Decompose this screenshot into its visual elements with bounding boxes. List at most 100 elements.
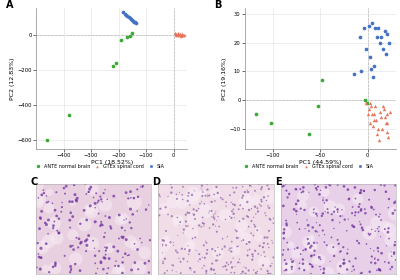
Point — [176, 190, 183, 195]
Point — [256, 244, 263, 248]
Point — [190, 192, 196, 196]
Point — [142, 261, 148, 265]
Point — [95, 211, 102, 216]
Point — [299, 203, 305, 208]
Point — [147, 238, 153, 242]
Point — [100, 191, 107, 195]
Point — [235, 244, 241, 249]
Point — [127, 16, 133, 20]
Point — [68, 268, 74, 272]
Point — [191, 213, 197, 217]
Point — [392, 208, 398, 213]
Point — [204, 187, 211, 192]
Point — [301, 268, 308, 272]
Point — [216, 224, 222, 229]
Point — [230, 211, 237, 216]
Point — [374, 268, 380, 272]
Point — [238, 223, 245, 227]
Point — [38, 216, 44, 221]
Point — [240, 270, 246, 274]
Point — [265, 271, 271, 276]
Point — [375, 246, 381, 250]
Point — [179, 193, 185, 197]
Point — [255, 209, 261, 214]
Point — [388, 249, 394, 254]
Point — [204, 182, 210, 187]
Point — [334, 183, 341, 187]
Point — [344, 228, 350, 233]
Point — [68, 267, 74, 271]
Point — [172, 31, 178, 36]
Point — [379, 127, 385, 131]
Point — [324, 243, 330, 248]
Point — [265, 194, 271, 199]
Point — [371, 64, 378, 68]
Point — [206, 226, 213, 230]
Point — [366, 55, 373, 59]
Point — [390, 250, 397, 254]
Point — [258, 197, 264, 202]
Point — [192, 217, 198, 221]
Point — [375, 26, 381, 31]
Point — [234, 236, 240, 240]
Point — [258, 187, 264, 192]
Point — [86, 207, 93, 212]
Point — [391, 200, 398, 205]
Point — [270, 255, 277, 260]
Point — [83, 249, 89, 253]
Point — [386, 227, 393, 232]
Point — [389, 265, 395, 269]
Point — [120, 234, 127, 239]
Point — [188, 242, 194, 247]
Point — [194, 208, 200, 213]
Point — [174, 219, 181, 223]
Point — [281, 236, 287, 241]
Point — [384, 129, 391, 134]
Point — [258, 267, 264, 271]
Point — [314, 230, 321, 234]
Point — [214, 253, 220, 258]
Point — [172, 32, 179, 36]
Point — [298, 206, 304, 211]
Point — [184, 211, 191, 215]
Point — [227, 246, 233, 251]
Point — [246, 208, 252, 212]
Point — [311, 253, 317, 257]
Point — [66, 199, 73, 204]
Point — [316, 223, 323, 227]
Point — [189, 236, 196, 241]
Point — [260, 245, 266, 249]
Point — [37, 215, 44, 220]
Point — [39, 245, 46, 249]
Point — [38, 246, 44, 251]
Point — [52, 262, 59, 266]
Text: D: D — [152, 177, 160, 186]
Point — [115, 264, 122, 268]
Point — [293, 187, 299, 192]
Point — [129, 31, 136, 36]
Point — [352, 196, 359, 201]
Point — [127, 189, 134, 194]
Point — [156, 213, 163, 218]
Point — [369, 112, 376, 117]
Point — [323, 185, 329, 190]
Point — [198, 186, 204, 190]
Point — [128, 196, 134, 200]
Point — [119, 271, 126, 275]
Point — [100, 267, 107, 271]
Point — [160, 259, 166, 264]
Point — [169, 263, 175, 267]
Point — [68, 244, 74, 249]
Point — [178, 271, 184, 276]
Point — [51, 219, 58, 224]
Point — [135, 267, 142, 272]
Point — [321, 240, 328, 244]
Point — [390, 211, 396, 216]
Point — [188, 268, 194, 272]
Point — [130, 18, 136, 23]
Point — [199, 194, 206, 198]
Point — [198, 200, 205, 204]
Point — [212, 199, 218, 203]
Point — [129, 18, 136, 22]
Point — [385, 230, 391, 234]
